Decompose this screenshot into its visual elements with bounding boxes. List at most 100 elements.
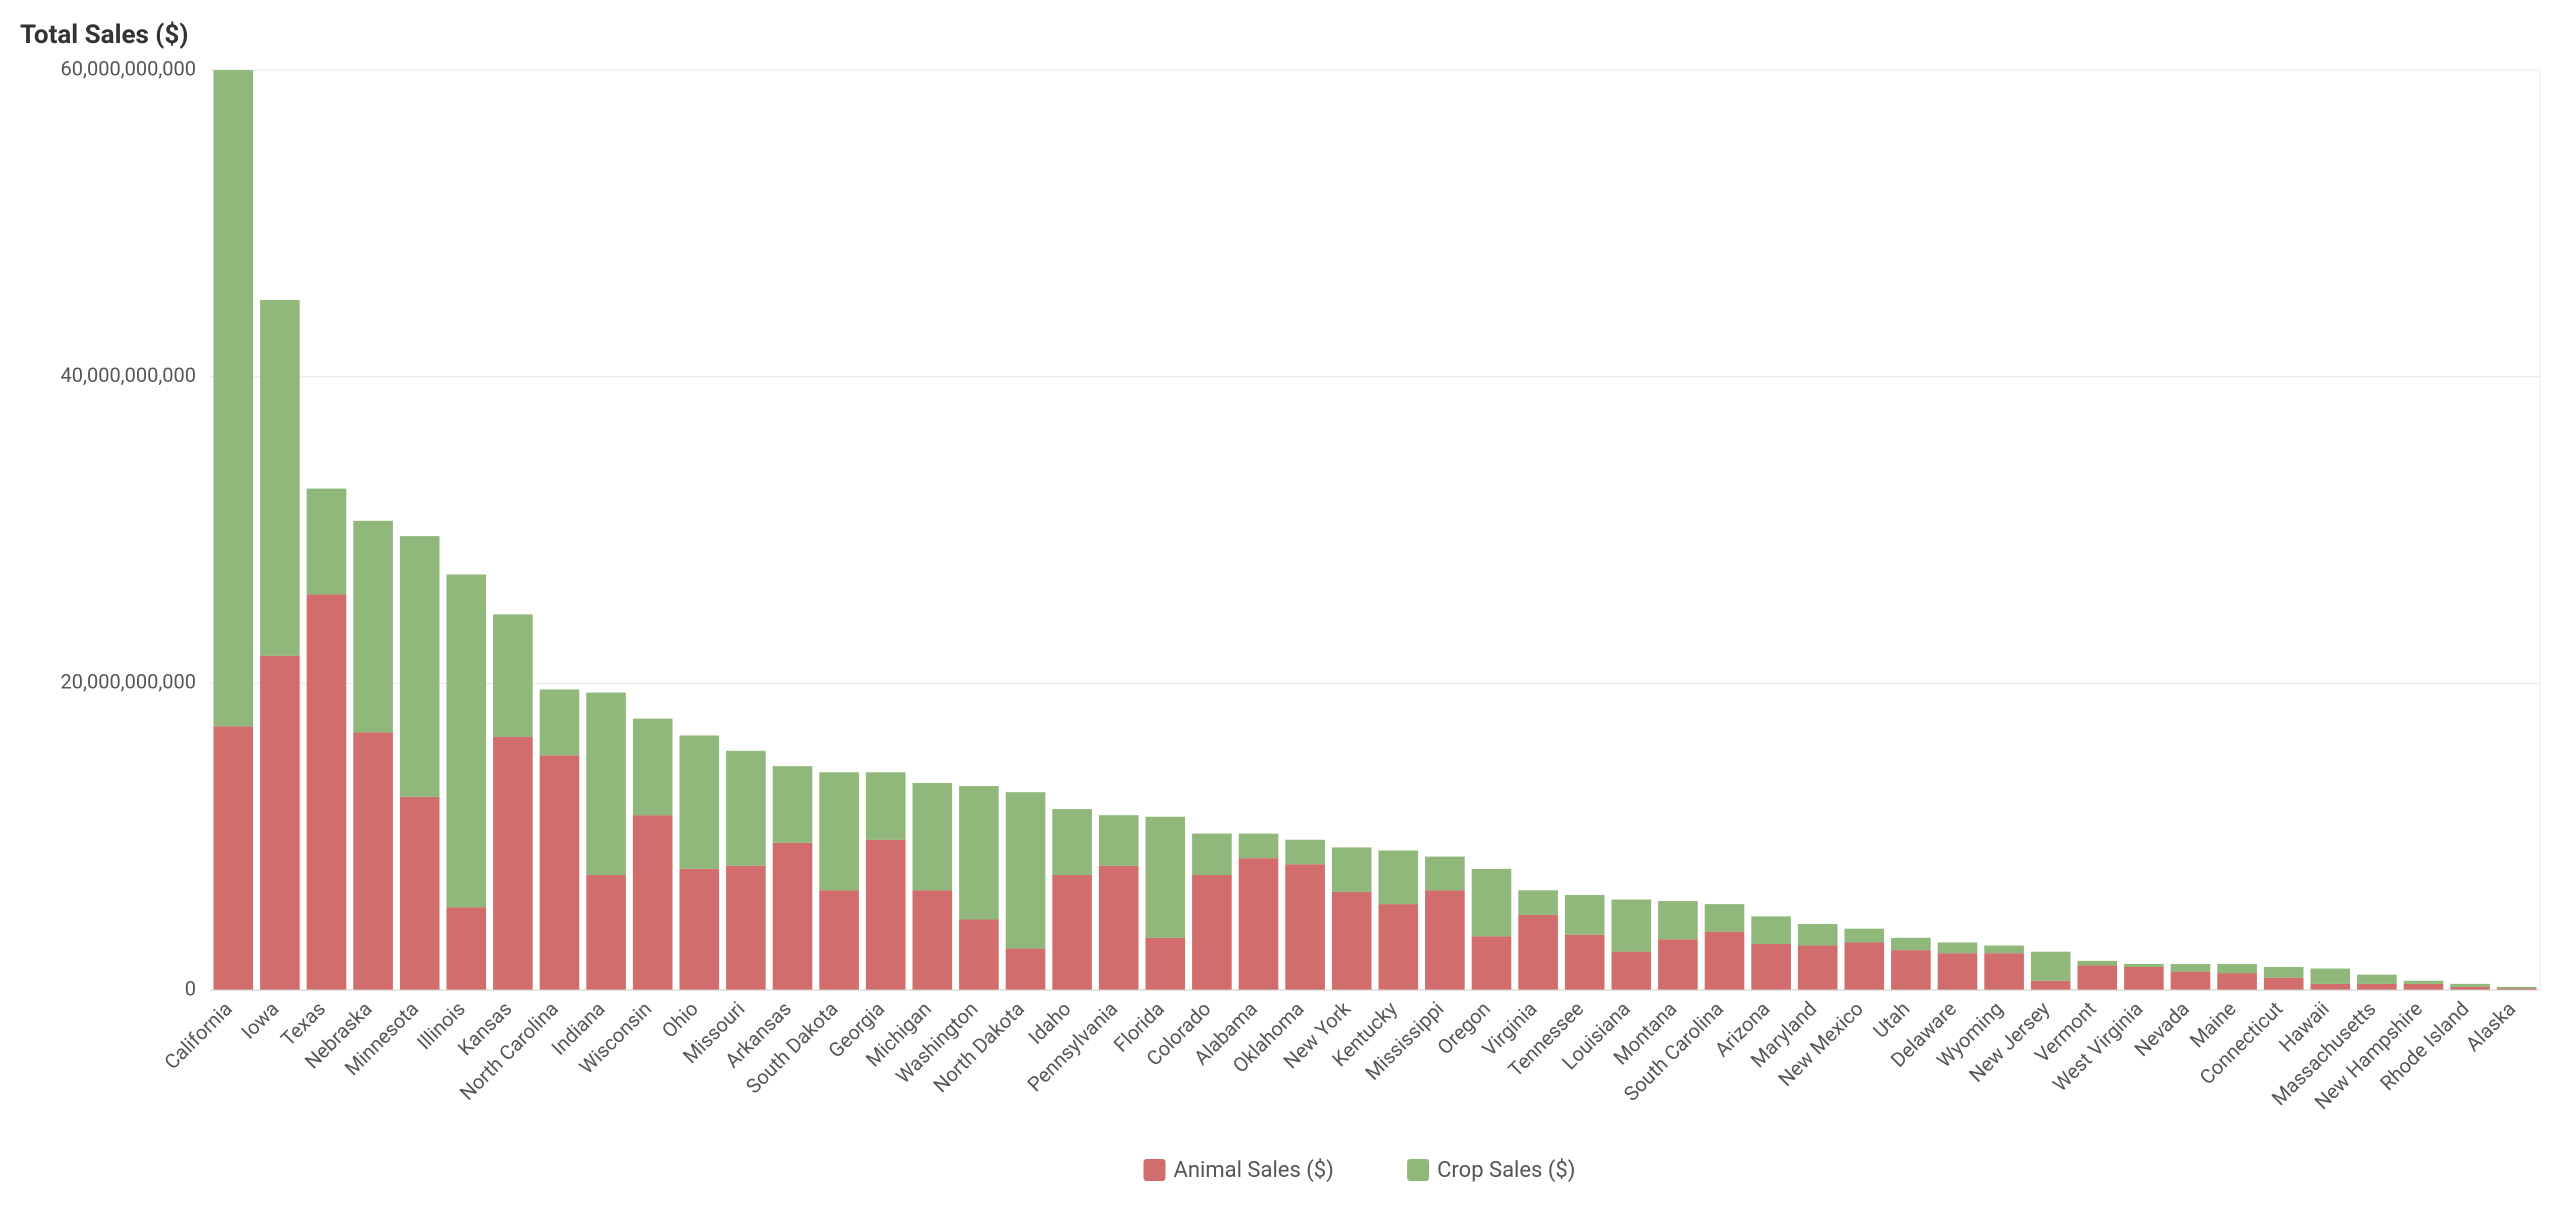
bar-crop xyxy=(1751,916,1791,944)
bar-crop xyxy=(353,521,393,733)
legend-swatch-animal xyxy=(1144,1159,1166,1181)
bar-animal xyxy=(1285,864,1325,990)
bar-animal xyxy=(1239,858,1279,990)
bar-crop xyxy=(2124,964,2164,967)
bar-animal xyxy=(726,866,766,990)
bar-animal xyxy=(2171,972,2211,990)
bar-crop xyxy=(1844,929,1884,943)
bar-crop xyxy=(1984,946,2024,954)
bar-animal xyxy=(400,797,440,990)
bar-crop xyxy=(1565,895,1605,935)
bar-crop xyxy=(912,783,952,890)
bar-crop xyxy=(1611,900,1651,952)
bar-crop xyxy=(1658,901,1698,939)
bar-crop xyxy=(586,693,626,875)
bar-crop xyxy=(1518,890,1558,915)
bar-crop xyxy=(2077,961,2117,966)
bar-animal xyxy=(1844,942,1884,990)
bar-animal xyxy=(1984,953,2024,990)
y-tick-label: 0 xyxy=(185,976,196,1000)
bar-crop xyxy=(1938,942,1978,953)
bar-animal xyxy=(2357,984,2397,990)
chart-title: Total Sales ($) xyxy=(20,20,188,50)
bar-crop xyxy=(2357,975,2397,984)
bar-crop xyxy=(307,489,347,595)
bar-crop xyxy=(1099,815,1139,866)
bar-animal xyxy=(2217,973,2257,990)
bar-animal xyxy=(866,840,906,990)
bar-animal xyxy=(2310,984,2350,990)
x-tick-label: Iowa xyxy=(236,997,283,1044)
bar-animal xyxy=(1891,950,1931,990)
bar-animal xyxy=(1798,946,1838,990)
bar-animal xyxy=(1751,944,1791,990)
bar-crop xyxy=(213,70,253,726)
bar-animal xyxy=(1099,866,1139,990)
bar-crop xyxy=(2450,984,2490,987)
bar-animal xyxy=(679,869,719,990)
bar-crop xyxy=(2497,987,2537,989)
bar-animal xyxy=(2031,981,2071,990)
bar-animal xyxy=(1705,932,1745,990)
bar-crop xyxy=(2217,964,2257,973)
bar-animal xyxy=(260,656,300,990)
bar-crop xyxy=(1239,834,1279,859)
bar-crop xyxy=(679,735,719,868)
bar-crop xyxy=(1052,809,1092,875)
bar-crop xyxy=(2264,967,2304,978)
bar-crop xyxy=(1472,869,1512,936)
bar-crop xyxy=(1332,847,1372,891)
bar-crop xyxy=(1378,850,1418,904)
bar-crop xyxy=(2310,969,2350,984)
bar-animal xyxy=(1052,875,1092,990)
bar-crop xyxy=(959,786,999,919)
stacked-bar-chart: 0 20,000,000,000 40,000,000,000 60,000,000,… xyxy=(0,0,2560,1209)
bar-crop xyxy=(1798,924,1838,945)
bar-animal xyxy=(633,815,673,990)
bar-crop xyxy=(260,300,300,656)
bar-animal xyxy=(1145,938,1185,990)
bar-crop xyxy=(1145,817,1185,938)
bar-crop xyxy=(633,719,673,816)
bar-animal xyxy=(540,755,580,990)
bar-crop xyxy=(493,614,533,737)
bar-animal xyxy=(773,843,813,990)
bar-animal xyxy=(2124,967,2164,990)
x-tick-label: California xyxy=(159,997,236,1074)
bar-crop xyxy=(1705,904,1745,932)
bar-crop xyxy=(1285,840,1325,865)
legend-swatch-crop xyxy=(1407,1159,1429,1181)
bar-animal xyxy=(1332,892,1372,990)
bar-crop xyxy=(2171,964,2211,972)
bar-animal xyxy=(586,875,626,990)
bar-crop xyxy=(2031,952,2071,981)
bar-animal xyxy=(2077,965,2117,990)
bar-animal xyxy=(1472,936,1512,990)
bar-crop xyxy=(1192,834,1232,875)
bar-animal xyxy=(959,919,999,990)
legend-label-animal: Animal Sales ($) xyxy=(1174,1158,1334,1183)
bar-crop xyxy=(2404,981,2444,984)
x-tick-label: Alaska xyxy=(2461,997,2520,1056)
legend-label-crop: Crop Sales ($) xyxy=(1437,1158,1575,1183)
bar-animal xyxy=(1611,952,1651,990)
y-tick-label: 60,000,000,000 xyxy=(61,56,196,80)
y-tick-label: 20,000,000,000 xyxy=(61,670,196,694)
bar-animal xyxy=(819,890,859,990)
bar-crop xyxy=(540,689,580,755)
bar-animal xyxy=(1425,890,1465,990)
bar-animal xyxy=(446,907,486,990)
chart-container: Total Sales ($) 0 20,000,000,000 40,000,00… xyxy=(0,0,2560,1209)
bar-crop xyxy=(819,772,859,890)
y-tick-label: 40,000,000,000 xyxy=(61,363,196,387)
bar-animal xyxy=(1938,953,1978,990)
bar-crop xyxy=(726,751,766,866)
bar-crop xyxy=(1006,792,1046,948)
bar-animal xyxy=(912,890,952,990)
bar-animal xyxy=(307,594,347,990)
bar-animal xyxy=(2404,984,2444,990)
bar-animal xyxy=(1658,939,1698,990)
bar-animal xyxy=(353,732,393,990)
bar-animal xyxy=(1565,935,1605,990)
bar-animal xyxy=(1518,915,1558,990)
